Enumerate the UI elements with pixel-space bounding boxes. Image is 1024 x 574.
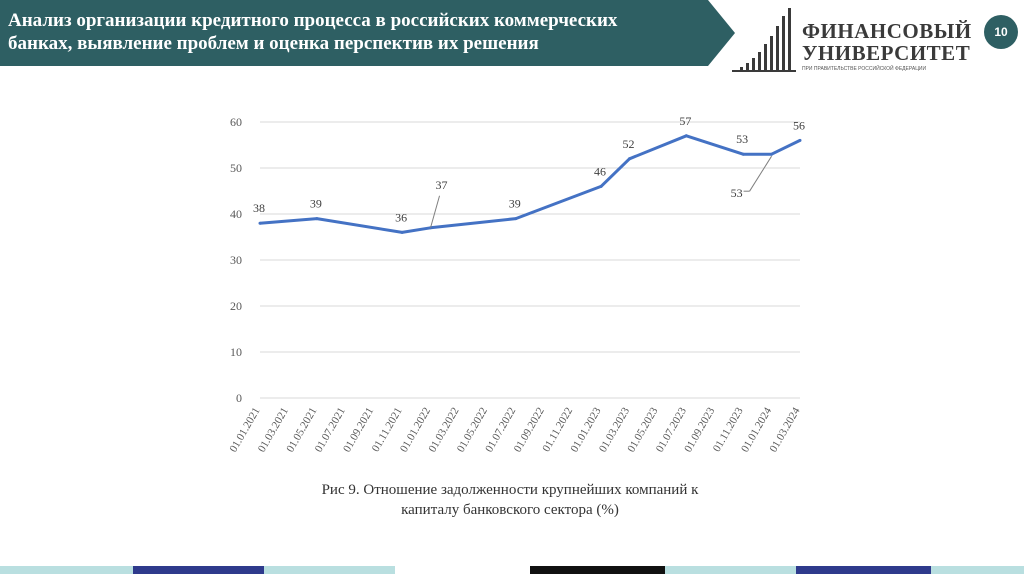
data-point [741,152,745,156]
footer-segment [264,566,396,574]
data-label: 56 [793,118,805,132]
logo-text-line-2: УНИВЕРСИТЕТ [802,41,971,65]
data-point [400,230,404,234]
data-point [798,138,802,142]
slide-title: Анализ организации кредитного процесса в… [8,9,708,55]
data-point [599,184,603,188]
y-tick-label: 20 [230,299,242,313]
data-label: 39 [310,197,322,211]
y-tick-label: 50 [230,161,242,175]
data-label: 52 [622,137,634,151]
data-label: 36 [395,210,407,224]
footer-segment [796,566,932,574]
data-point [514,217,518,221]
footer-segment [395,566,531,574]
data-label: 39 [509,197,521,211]
figure-caption: Рис 9. Отношение задолженности крупнейши… [300,480,720,520]
data-label: 53 [731,186,743,200]
figure-caption-line-1: Рис 9. Отношение задолженности крупнейши… [321,482,699,498]
y-tick-label: 0 [236,391,242,405]
series-line [259,134,801,234]
data-label-leader [749,155,773,192]
line-chart: 010203040506001.01.202101.03.202101.05.2… [227,114,805,455]
data-label: 53 [736,132,748,146]
figure-caption-line-2: капиталу банковского сектора (%) [401,502,619,518]
data-label: 37 [436,178,448,192]
data-point [627,157,631,161]
data-label: 38 [253,201,265,215]
data-point [258,221,262,225]
data-point [315,217,319,221]
footer-color-bar [0,566,1024,574]
logo-emblem-icon [732,8,796,72]
footer-segment [665,566,797,574]
y-tick-label: 60 [230,115,242,129]
y-tick-label: 10 [230,345,242,359]
data-point [684,134,688,138]
logo-subtitle: ПРИ ПРАВИТЕЛЬСТВЕ РОССИЙСКОЙ ФЕДЕРАЦИИ [802,66,927,72]
data-label-leader [430,195,441,228]
data-point [770,152,774,156]
footer-segment [530,566,666,574]
page-number-badge: 10 [984,15,1018,49]
y-tick-label: 40 [230,207,242,221]
y-tick-label: 30 [230,253,242,267]
footer-segment [931,566,1024,574]
university-logo: ФИНАНСОВЫЙ УНИВЕРСИТЕТ ПРИ ПРАВИТЕЛЬСТВЕ… [728,6,971,74]
data-label: 46 [594,164,606,178]
logo-text-line-1: ФИНАНСОВЫЙ [802,19,972,43]
slide-title-line-2: банках, выявление проблем и оценка персп… [8,33,539,54]
footer-segment [0,566,134,574]
title-banner [0,0,735,66]
data-label: 57 [679,114,691,128]
slide-title-line-1: Анализ организации кредитного процесса в… [8,10,618,31]
footer-segment [133,566,265,574]
